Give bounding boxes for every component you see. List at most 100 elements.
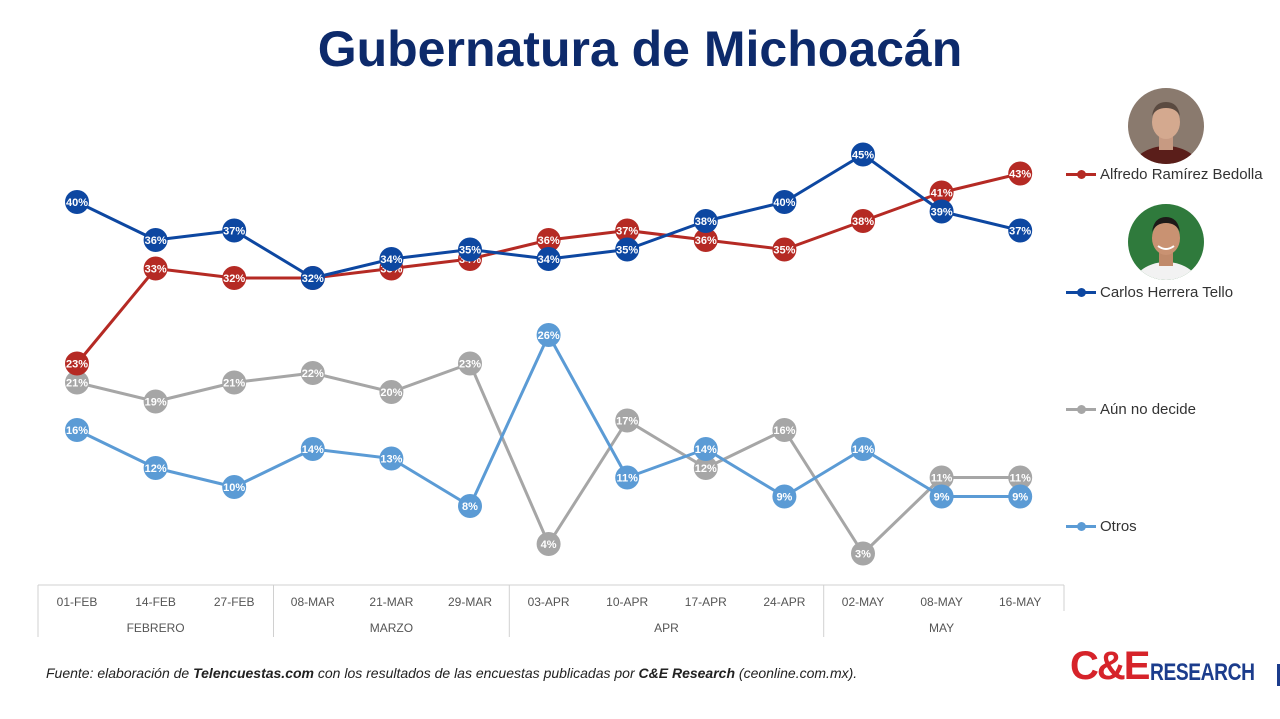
data-point bbox=[300, 437, 325, 461]
data-point bbox=[851, 209, 875, 233]
data-point bbox=[65, 418, 89, 442]
legend-marker-icon bbox=[1066, 288, 1096, 297]
chart-title: Gubernatura de Michoacán bbox=[317, 21, 963, 77]
data-point bbox=[693, 456, 718, 480]
data-label: 9% bbox=[776, 492, 792, 504]
data-point bbox=[772, 418, 797, 442]
x-tick-label: 21-MAR bbox=[369, 595, 413, 609]
data-point bbox=[772, 484, 797, 509]
data-point bbox=[615, 465, 640, 490]
avatar-alfredo bbox=[1128, 88, 1204, 164]
data-label: 34% bbox=[380, 254, 402, 266]
data-point bbox=[929, 484, 954, 509]
data-point bbox=[458, 237, 482, 262]
data-point bbox=[222, 370, 247, 395]
data-label: 8% bbox=[462, 501, 478, 513]
data-label: 36% bbox=[695, 235, 717, 247]
avatar-carlos bbox=[1128, 204, 1204, 280]
data-point bbox=[693, 209, 718, 233]
legend-item-carlos: Carlos Herrera Tello bbox=[1066, 284, 1233, 301]
data-label: 40% bbox=[773, 197, 795, 209]
data-label: 35% bbox=[459, 245, 481, 257]
data-point bbox=[851, 437, 875, 461]
data-label: 14% bbox=[852, 444, 874, 456]
data-label: 40% bbox=[66, 197, 88, 209]
source-suffix: (ceonline.com.mx). bbox=[735, 665, 858, 681]
data-label: 16% bbox=[773, 425, 795, 437]
x-group-label: APR bbox=[654, 621, 679, 635]
data-label: 20% bbox=[380, 387, 402, 399]
data-point bbox=[772, 237, 797, 262]
data-point bbox=[300, 266, 325, 290]
data-point bbox=[615, 408, 640, 433]
x-tick-label: 17-APR bbox=[685, 595, 727, 609]
data-label: 23% bbox=[459, 359, 481, 371]
data-label: 19% bbox=[145, 397, 167, 409]
data-label: 13% bbox=[380, 454, 402, 466]
logo-ce-text: C&E bbox=[1070, 644, 1150, 688]
data-point bbox=[693, 437, 718, 461]
data-label: 9% bbox=[1012, 492, 1028, 504]
data-label: 39% bbox=[931, 207, 953, 219]
data-label: 35% bbox=[773, 245, 795, 257]
data-label: 3% bbox=[855, 549, 871, 561]
x-tick-label: 02-MAY bbox=[842, 595, 884, 609]
series-markers: 21% 19% 21% 22% 20% 23% 4% 17% 12% 16% 3% 11% 11% 16%… bbox=[65, 142, 1033, 566]
data-point bbox=[1008, 484, 1033, 509]
data-point bbox=[615, 237, 640, 262]
person-photo-icon bbox=[1128, 204, 1204, 280]
data-point bbox=[65, 190, 89, 214]
data-label: 12% bbox=[145, 463, 167, 475]
data-label: 21% bbox=[66, 378, 88, 390]
data-point bbox=[1008, 465, 1033, 490]
x-tick-label: 29-MAR bbox=[448, 595, 492, 609]
data-label: 43% bbox=[1009, 169, 1031, 181]
data-label: 36% bbox=[145, 235, 167, 247]
legend-label: Otros bbox=[1100, 518, 1137, 535]
legend-item-alfredo: Alfredo Ramírez Bedolla bbox=[1066, 166, 1263, 183]
data-point bbox=[536, 228, 561, 252]
data-point bbox=[929, 180, 954, 205]
legend-marker-icon bbox=[1066, 405, 1096, 414]
data-point bbox=[536, 323, 561, 347]
data-label: 38% bbox=[695, 216, 717, 228]
x-tick-label: 08-MAY bbox=[920, 595, 962, 609]
data-point bbox=[143, 228, 168, 252]
data-point bbox=[379, 247, 404, 271]
source-middle: con los resultados de las encuestas publ… bbox=[313, 665, 639, 681]
data-point bbox=[65, 351, 89, 376]
data-point bbox=[65, 370, 89, 395]
data-label: 34% bbox=[538, 254, 560, 266]
data-point bbox=[1008, 218, 1033, 243]
data-label: 11% bbox=[931, 473, 953, 485]
data-point bbox=[851, 142, 875, 167]
data-point bbox=[143, 389, 168, 414]
x-tick-label: 03-APR bbox=[528, 595, 570, 609]
source-prefix: Fuente: elaboración de bbox=[46, 665, 194, 681]
x-tick-label: 24-APR bbox=[763, 595, 805, 609]
person-photo-icon bbox=[1128, 88, 1204, 164]
x-tick-label: 01-FEB bbox=[57, 595, 98, 609]
legend-label: Carlos Herrera Tello bbox=[1100, 284, 1234, 301]
data-label: 16% bbox=[66, 425, 88, 437]
source-note: Fuente: elaboración de Telencuestas.com … bbox=[46, 665, 857, 681]
data-point bbox=[536, 532, 561, 556]
data-label: 4% bbox=[541, 539, 557, 551]
data-label: 10% bbox=[223, 482, 245, 494]
data-point bbox=[458, 494, 482, 518]
data-point bbox=[929, 465, 954, 490]
data-label: 14% bbox=[302, 444, 324, 456]
data-point bbox=[615, 218, 640, 243]
data-label: 37% bbox=[616, 226, 638, 238]
data-point bbox=[929, 199, 954, 224]
x-axis: 01-FEB 14-FEB 27-FEB 08-MAR 21-MAR 29-MAR 03-A… bbox=[37, 584, 1065, 637]
legend-marker-icon bbox=[1066, 522, 1096, 531]
data-point bbox=[693, 228, 718, 252]
data-point bbox=[536, 247, 561, 271]
data-point bbox=[772, 190, 797, 214]
data-label: 33% bbox=[145, 264, 167, 276]
data-label: 14% bbox=[695, 444, 717, 456]
x-group-label: FEBRERO bbox=[127, 621, 185, 635]
data-point bbox=[222, 218, 247, 243]
